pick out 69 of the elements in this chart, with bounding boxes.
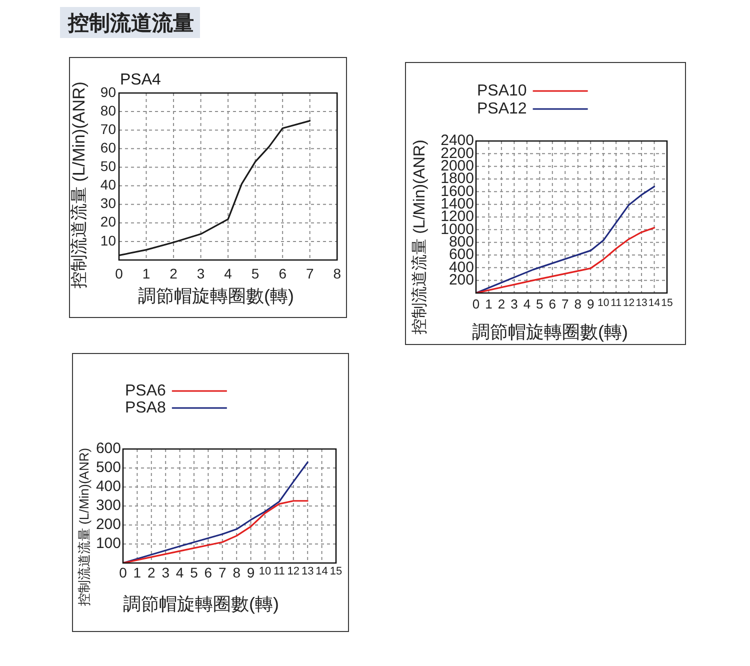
x-tick-label: 7: [562, 296, 569, 312]
x-tick-label: 15: [330, 566, 342, 578]
x-tick-label: 3: [196, 265, 205, 282]
y-tick-label: 90: [100, 84, 116, 100]
y-tick-label: 20: [100, 214, 116, 230]
x-tick-label: 1: [133, 564, 142, 580]
x-tick-label: 3: [510, 296, 518, 312]
text: 控制流道流量: [68, 10, 194, 36]
x-tick-label: 7: [218, 564, 226, 580]
x-axis-title: 調節帽旋轉圈數(轉): [138, 286, 294, 306]
x-tick-label: 8: [574, 296, 582, 312]
x-tick-label: 0: [119, 564, 128, 580]
y-axis-title: 控制流道流量 (L/Min)(ANR): [410, 140, 428, 334]
x-tick-label: 0: [115, 265, 124, 282]
y-tick-label: 50: [100, 158, 116, 174]
x-tick-label: 6: [278, 265, 287, 282]
y-tick-label: 10: [100, 232, 116, 248]
x-tick-label: 12: [622, 297, 635, 310]
x-tick-label: 2: [148, 564, 156, 580]
y-tick-label: 300: [96, 497, 121, 514]
x-tick-label: 13: [301, 566, 314, 578]
x-tick-label: 3: [162, 564, 170, 580]
x-tick-label: 14: [316, 566, 328, 578]
x-tick-label: 14: [648, 297, 660, 310]
x-tick-label: 4: [176, 564, 184, 580]
x-tick-label: 2: [170, 265, 178, 282]
x-tick-label: 11: [273, 566, 285, 578]
x-tick-label: 1: [485, 296, 492, 312]
x-tick-label: 9: [246, 564, 255, 580]
x-tick-label: 4: [224, 265, 232, 282]
x-tick-label: 5: [190, 564, 198, 580]
y-tick-label: 30: [100, 195, 116, 212]
legend-label: PSA12: [477, 100, 527, 118]
x-tick-label: 8: [333, 265, 342, 282]
y-tick-label: 100: [96, 535, 121, 552]
x-tick-label: 12: [287, 566, 300, 578]
y-tick-label: 600: [96, 440, 121, 458]
legend-label: PSA8: [125, 399, 166, 416]
x-tick-label: 5: [536, 296, 544, 312]
x-tick-label: 6: [548, 296, 556, 312]
x-tick-label: 2: [498, 296, 506, 312]
x-tick-label: 5: [251, 265, 260, 282]
x-tick-label: 6: [204, 564, 212, 580]
y-axis-title: 控制流道流量 (L/Min)(ANR): [70, 82, 89, 288]
x-axis-title: 調節帽旋轉圈數(轉): [472, 322, 628, 342]
x-tick-label: 10: [258, 566, 272, 578]
x-tick-label: 13: [636, 297, 648, 310]
x-axis-title: 調節帽旋轉圈數(轉): [123, 594, 279, 614]
x-tick-label: 7: [306, 265, 314, 282]
x-tick-label: 0: [472, 296, 480, 312]
y-tick-label: 40: [100, 176, 116, 193]
y-axis-title: 控制流道流量 (L/Min)(ANR): [76, 448, 92, 606]
x-tick-label: 1: [142, 265, 150, 282]
legend-label: PSA6: [125, 382, 166, 400]
x-tick-label: 10: [597, 297, 610, 310]
y-tick-label: 500: [96, 459, 121, 476]
x-tick-label: 15: [661, 297, 673, 310]
x-tick-label: 8: [232, 564, 241, 580]
x-tick-label: 9: [586, 296, 594, 312]
y-tick-label: 200: [96, 516, 121, 534]
y-tick-label: 80: [100, 102, 116, 118]
legend-label: PSA10: [477, 82, 527, 100]
x-tick-label: 11: [610, 297, 622, 310]
y-tick-label: 200: [448, 271, 474, 288]
y-tick-label: 70: [100, 120, 116, 137]
x-tick-label: 4: [523, 296, 531, 312]
text: PSA4: [120, 71, 162, 88]
y-tick-label: 400: [96, 478, 121, 496]
y-tick-label: 60: [100, 140, 116, 156]
